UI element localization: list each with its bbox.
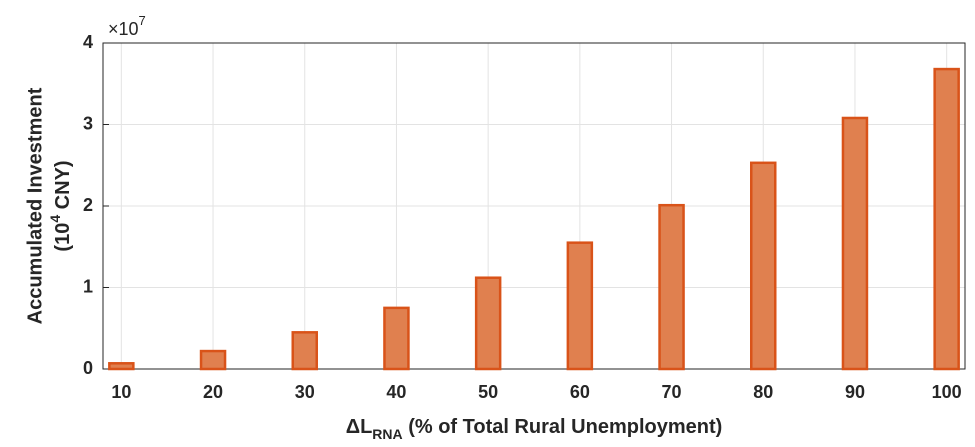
bar <box>841 116 869 371</box>
bar <box>291 331 318 371</box>
y-label: Accumulated Investment (104 CNY) <box>24 87 74 324</box>
x-label: ΔLRNA (% of Total Rural Unemployment) <box>346 416 723 441</box>
bar <box>566 241 594 371</box>
x-tick-label: 100 <box>932 382 962 402</box>
y-label-line: (104 CNY) <box>47 160 75 251</box>
x-tick-label: 10 <box>111 382 131 402</box>
x-tick-label: 70 <box>662 382 682 402</box>
y-tick-label: 0 <box>83 358 93 378</box>
bar <box>933 67 960 371</box>
x-tick-label: 30 <box>295 382 315 402</box>
y-label-line: Accumulated Investment <box>24 87 46 324</box>
bar <box>199 349 227 371</box>
plot-frame <box>102 42 966 370</box>
x-tick-label: 80 <box>753 382 773 402</box>
y-tick-label: 3 <box>83 113 93 133</box>
bar <box>383 306 410 371</box>
x-tick-label: 50 <box>478 382 498 402</box>
y-tick-label: 4 <box>83 32 93 52</box>
x-tick-label: 60 <box>570 382 590 402</box>
bar <box>750 161 777 371</box>
y-scale: ×107 <box>108 13 146 38</box>
x-tick-label: 20 <box>203 382 223 402</box>
bar <box>108 362 135 371</box>
x-tick-label: 40 <box>386 382 406 402</box>
x-tick-label: 90 <box>845 382 865 402</box>
bar <box>474 276 502 371</box>
y-tick-label: 2 <box>83 195 93 215</box>
y-tick-label: 1 <box>83 276 93 296</box>
bar <box>658 203 685 371</box>
